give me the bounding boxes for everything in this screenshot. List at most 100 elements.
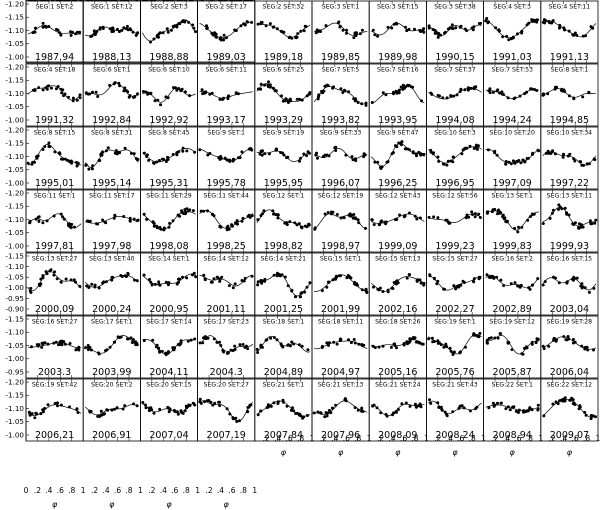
panel-epoch-label: 1988.88	[149, 52, 188, 63]
data-point	[588, 219, 592, 223]
panel-seg-label: SEG:9 SET:47	[377, 130, 419, 137]
data-point	[372, 285, 375, 289]
data-point	[261, 149, 264, 153]
data-point	[34, 26, 37, 30]
data-point	[44, 25, 48, 29]
data-point	[443, 31, 446, 35]
data-point	[85, 219, 89, 223]
data-point	[241, 216, 245, 220]
data-point	[435, 31, 439, 35]
data-point	[228, 160, 232, 163]
y-tick-label: -1.10	[5, 89, 24, 98]
data-point	[258, 152, 262, 156]
data-point	[167, 225, 171, 229]
data-point	[324, 24, 328, 28]
data-point	[96, 414, 100, 418]
data-point	[291, 406, 294, 410]
panel-epoch-label: 1996.25	[378, 178, 417, 189]
data-point	[191, 23, 195, 27]
data-point	[528, 215, 532, 219]
data-point	[499, 278, 503, 282]
data-point	[108, 83, 112, 87]
data-point	[519, 283, 523, 287]
data-point	[92, 29, 96, 33]
panel-epoch-label: 2002.89	[493, 304, 532, 315]
y-tick-label: -0.95	[5, 367, 24, 376]
data-point	[448, 26, 452, 30]
data-point	[28, 413, 32, 417]
panel-epoch-label: 2007.96	[321, 430, 360, 441]
data-point	[222, 33, 226, 37]
data-point	[485, 211, 489, 215]
data-point	[30, 0, 34, 2]
data-point	[246, 214, 250, 218]
x-tick-label: .2	[434, 434, 441, 443]
data-point	[536, 403, 540, 407]
data-point	[575, 276, 579, 280]
data-point	[419, 153, 423, 157]
data-point	[285, 98, 289, 102]
data-point	[243, 276, 247, 280]
data-point	[69, 33, 73, 37]
fit-curve	[542, 399, 597, 418]
data-point	[199, 401, 203, 405]
data-point	[111, 276, 115, 280]
data-point	[419, 281, 423, 285]
data-point	[289, 99, 292, 102]
panel-seg-label: SEG:4 SET:3	[493, 4, 531, 11]
data-point	[491, 274, 495, 278]
data-point	[240, 150, 244, 154]
data-point	[563, 28, 566, 32]
data-point	[509, 282, 513, 286]
panel-epoch-label: 2004.89	[264, 367, 303, 378]
data-point	[356, 218, 360, 222]
data-point	[445, 414, 449, 418]
data-point	[404, 25, 407, 29]
panel-epoch-label: 2003.99	[92, 367, 131, 378]
data-point	[164, 160, 168, 163]
data-point	[164, 280, 168, 284]
x-tick-label: .4	[503, 434, 510, 443]
panel-seg-label: SEG:4 SET:18	[34, 67, 76, 74]
data-point	[326, 411, 330, 415]
data-point	[578, 404, 582, 408]
data-point	[415, 279, 419, 283]
data-point	[259, 214, 263, 217]
x-tick-label: .2	[491, 434, 498, 443]
data-point	[491, 90, 495, 94]
data-point	[132, 402, 136, 406]
data-point	[408, 337, 412, 341]
data-point	[218, 279, 222, 283]
data-point	[177, 22, 181, 25]
panel-epoch-label: 2006.21	[35, 430, 74, 441]
data-point	[300, 291, 304, 295]
data-point	[175, 151, 179, 155]
data-point	[525, 90, 529, 94]
panel-epoch-label: 2000.09	[35, 304, 74, 315]
data-point	[108, 27, 112, 31]
data-point	[112, 216, 116, 220]
data-point	[403, 214, 407, 218]
data-point	[573, 403, 577, 406]
data-point	[193, 337, 197, 341]
data-point	[206, 153, 210, 157]
data-point	[122, 0, 126, 2]
data-point	[385, 160, 389, 164]
panel-seg-label: SEG:15 SET:1	[320, 256, 362, 263]
data-point	[55, 277, 59, 281]
data-point	[517, 225, 520, 229]
data-point	[302, 152, 306, 156]
data-point	[562, 152, 565, 156]
data-point	[43, 145, 47, 148]
data-point	[101, 27, 105, 30]
data-point	[302, 29, 306, 33]
data-point	[292, 342, 296, 346]
data-point	[280, 273, 284, 277]
panel-seg-label: SEG:19 SET:1	[434, 319, 476, 326]
data-point	[386, 288, 390, 292]
panel-epoch-label: 2006.91	[92, 430, 131, 441]
panel-seg-label: SEG:6 SET:1	[93, 67, 131, 74]
data-point	[133, 95, 137, 99]
data-point	[379, 411, 383, 415]
y-tick-label: -1.10	[5, 404, 24, 413]
